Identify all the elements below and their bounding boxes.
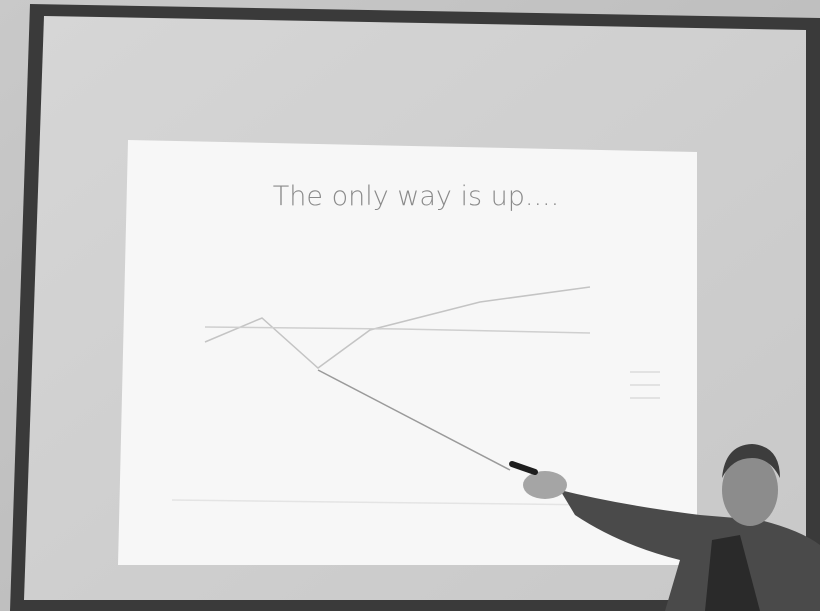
- chart-axis: [171, 499, 601, 506]
- presenter-head: [722, 454, 778, 526]
- clicker: [509, 461, 538, 475]
- line: [317, 369, 511, 471]
- slide-title: The only way is up....: [273, 181, 559, 212]
- presenter-hair: [722, 444, 780, 478]
- presenter: [509, 444, 820, 611]
- line: [204, 326, 591, 334]
- chart-lines: [171, 286, 660, 506]
- line: [204, 286, 591, 369]
- presenter-shirt: [705, 535, 760, 611]
- presenter-hand: [523, 471, 567, 499]
- slide: [118, 140, 697, 565]
